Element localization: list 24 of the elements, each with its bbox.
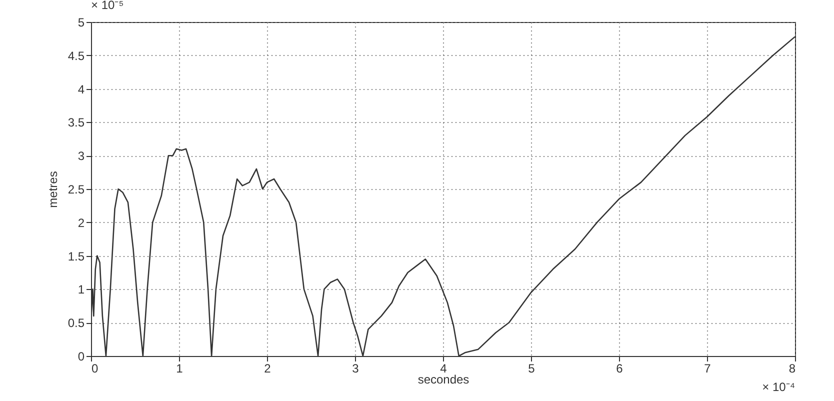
x-tick-label: 4 — [440, 362, 448, 376]
y-axis-title: metres — [46, 171, 60, 208]
x-tick-label: 1 — [176, 362, 184, 376]
y-tick-label: 3.5 — [68, 116, 85, 130]
x-tick-label: 7 — [704, 362, 712, 376]
y-tick-label: 0.5 — [68, 316, 85, 330]
y-tick-label: 3 — [78, 149, 85, 164]
x-tick-label: 5 — [528, 362, 536, 376]
x-tick-label: 8 — [788, 362, 796, 376]
x-tick-label: 2 — [264, 362, 272, 376]
y-tick-label: 4.5 — [68, 48, 85, 63]
text: × 10⁻⁴ — [762, 380, 795, 394]
x-tick-label: 6 — [616, 362, 624, 376]
y-tick-label: 0 — [78, 350, 85, 364]
y-tick-label: 1.5 — [68, 249, 85, 264]
y-tick-label: 4 — [78, 82, 85, 96]
y-tick-label: 2.5 — [68, 182, 85, 196]
y-tick-label: 2 — [78, 216, 85, 230]
x-tick-label: 0 — [92, 362, 98, 376]
y-tick-label: 1 — [78, 282, 85, 297]
text: × 10⁻⁵ — [91, 0, 124, 12]
x-axis-title: secondes — [418, 372, 470, 386]
x-tick-label: 3 — [352, 362, 360, 376]
y-tick-label: 5 — [78, 16, 85, 30]
